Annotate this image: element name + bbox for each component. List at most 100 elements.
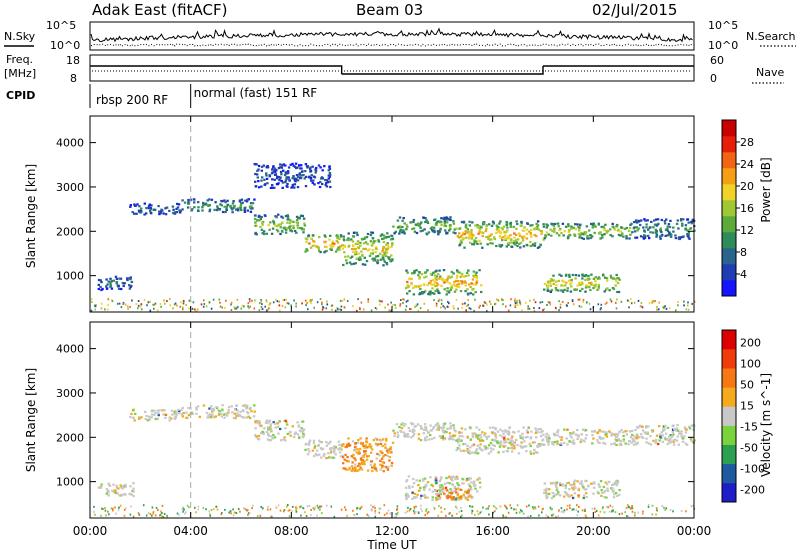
heatmap-cell: [164, 213, 168, 216]
heatmap-cell: [459, 275, 462, 278]
heatmap-cell: [281, 221, 284, 224]
heatmap-cell: [548, 488, 551, 491]
heatmap-cell: [427, 309, 429, 312]
heatmap-cell: [263, 427, 266, 430]
heatmap-cell: [321, 182, 324, 186]
heatmap-cell: [243, 405, 246, 408]
power-heatmap-cells: [90, 116, 696, 312]
heatmap-cell: [147, 205, 151, 208]
heatmap-cell: [589, 308, 592, 311]
heatmap-cell: [352, 449, 356, 452]
heatmap-cell: [456, 235, 459, 238]
heatmap-cell: [652, 226, 655, 229]
heatmap-cell: [168, 419, 171, 422]
heatmap-cell: [597, 492, 600, 495]
heatmap-cell: [558, 229, 561, 232]
heatmap-cell: [431, 498, 434, 502]
heatmap-cell: [363, 450, 366, 453]
heatmap-cell: [474, 273, 477, 276]
heatmap-cell: [214, 415, 218, 418]
heatmap-cell: [210, 198, 214, 201]
heatmap-cell: [317, 506, 320, 509]
heatmap-cell: [650, 429, 654, 432]
heatmap-cell: [580, 433, 583, 436]
heatmap-cell: [609, 234, 612, 237]
heatmap-cell: [97, 278, 101, 282]
heatmap-cell: [429, 429, 433, 432]
heatmap-cell: [677, 301, 679, 303]
heatmap-cell: [478, 428, 481, 431]
heatmap-cell: [613, 481, 616, 484]
heatmap-cell: [285, 172, 288, 175]
heatmap-cell: [439, 478, 442, 481]
heatmap-cell: [647, 228, 650, 231]
heatmap-cell: [663, 436, 667, 439]
heatmap-cell: [373, 505, 376, 508]
heatmap-cell: [401, 422, 405, 425]
heatmap-cell: [378, 454, 381, 457]
heatmap-cell: [331, 456, 335, 459]
heatmap-cell: [424, 484, 428, 487]
heatmap-cell: [508, 431, 511, 434]
heatmap-cell: [390, 259, 394, 262]
heatmap-cell: [424, 486, 427, 489]
heatmap-cell: [316, 449, 319, 452]
heatmap-cell: [453, 490, 456, 493]
heatmap-cell: [131, 489, 134, 493]
heatmap-cell: [537, 228, 540, 231]
heatmap-cell: [369, 445, 373, 448]
heatmap-cell: [489, 447, 493, 450]
heatmap-cell: [279, 439, 283, 442]
heatmap-cell: [181, 199, 184, 202]
heatmap-cell: [327, 452, 330, 455]
heatmap-cell: [504, 444, 507, 447]
heatmap-cell: [386, 232, 389, 235]
heatmap-cell: [185, 411, 188, 414]
heatmap-cell: [485, 435, 488, 438]
heatmap-cell: [584, 437, 587, 440]
heatmap-cell: [555, 485, 558, 488]
heatmap-cell: [162, 516, 165, 518]
heatmap-cell: [380, 457, 384, 460]
heatmap-cell: [504, 430, 507, 433]
heatmap-cell: [107, 491, 110, 494]
x-tick-label: 00:00: [677, 524, 712, 538]
heatmap-cell: [236, 412, 239, 415]
heatmap-cell: [453, 429, 456, 432]
heatmap-cell: [671, 424, 674, 427]
heatmap-cell: [371, 466, 374, 469]
heatmap-cell: [368, 254, 372, 257]
heatmap-cell: [122, 485, 125, 488]
heatmap-cell: [219, 203, 222, 206]
power-region-10: [404, 269, 483, 296]
freq-tick-top: 18: [66, 54, 80, 67]
heatmap-cell: [483, 445, 486, 448]
heatmap-cell: [315, 166, 318, 170]
heatmap-cell: [446, 489, 449, 492]
heatmap-cell: [323, 165, 326, 168]
heatmap-cell: [402, 424, 406, 427]
heatmap-cell: [642, 512, 644, 515]
heatmap-cell: [284, 419, 287, 422]
heatmap-cell: [302, 432, 305, 435]
heatmap-cell: [122, 486, 125, 489]
heatmap-cell: [647, 442, 651, 445]
heatmap-cell: [444, 224, 447, 228]
heatmap-cell: [297, 424, 301, 427]
heatmap-cell: [552, 432, 556, 435]
heatmap-cell: [149, 300, 151, 303]
heatmap-cell: [427, 511, 430, 513]
heatmap-cell: [497, 299, 500, 302]
heatmap-cell: [347, 442, 350, 445]
heatmap-cell: [459, 290, 463, 293]
heatmap-cell: [462, 233, 465, 236]
heatmap-cell: [419, 497, 422, 500]
heatmap-cell: [507, 235, 510, 238]
heatmap-cell: [566, 508, 568, 511]
heatmap-cell: [301, 302, 303, 305]
velocity-region-9: [631, 424, 696, 446]
heatmap-cell: [645, 426, 648, 429]
heatmap-cell: [635, 226, 639, 229]
heatmap-cell: [302, 174, 305, 177]
heatmap-cell: [600, 489, 603, 492]
